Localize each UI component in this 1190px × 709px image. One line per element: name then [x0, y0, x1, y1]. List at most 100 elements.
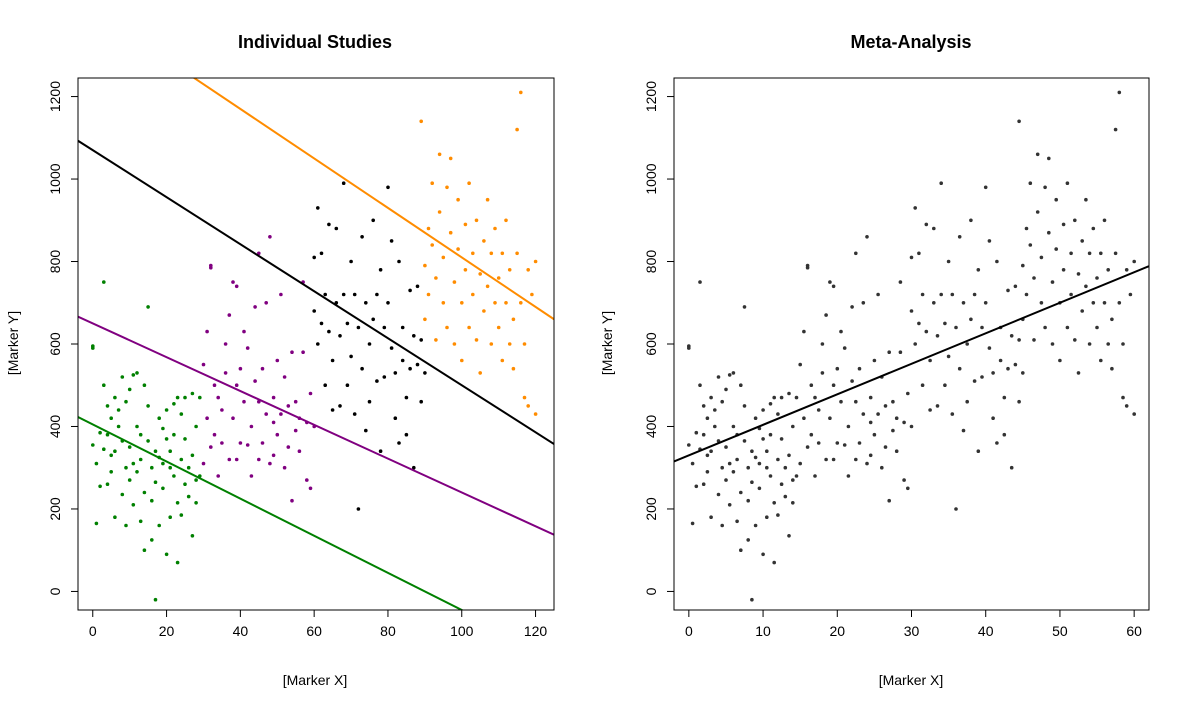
- data-point: [146, 404, 150, 408]
- regression-line: [78, 141, 554, 444]
- data-point: [1092, 301, 1096, 305]
- data-point: [353, 412, 357, 416]
- data-point: [724, 478, 728, 482]
- data-point: [858, 441, 862, 445]
- data-point: [445, 326, 449, 330]
- data-point: [342, 181, 346, 185]
- regression-line: [78, 417, 554, 656]
- data-point: [501, 252, 505, 256]
- data-point: [1010, 334, 1014, 338]
- data-point: [925, 223, 929, 227]
- data-point: [754, 416, 758, 420]
- data-point: [143, 491, 147, 495]
- data-point: [128, 478, 132, 482]
- data-point: [154, 449, 158, 453]
- data-point: [1040, 301, 1044, 305]
- data-point: [791, 425, 795, 429]
- data-point: [390, 346, 394, 350]
- data-point: [1029, 243, 1033, 247]
- data-point: [787, 534, 791, 538]
- plot-marks: [78, 0, 554, 656]
- data-point: [943, 322, 947, 326]
- data-point: [408, 367, 412, 371]
- data-point: [1110, 367, 1114, 371]
- data-point: [962, 429, 966, 433]
- data-point: [1099, 359, 1103, 363]
- data-point: [157, 416, 161, 420]
- data-point: [534, 412, 538, 416]
- data-point: [386, 301, 390, 305]
- data-point: [109, 416, 113, 420]
- data-point: [1036, 153, 1040, 157]
- data-point: [320, 322, 324, 326]
- y-tick-label: 1200: [47, 81, 63, 112]
- data-point: [873, 433, 877, 437]
- data-point: [702, 482, 706, 486]
- data-point: [526, 404, 530, 408]
- data-point: [338, 334, 342, 338]
- data-point: [143, 548, 147, 552]
- data-point: [231, 280, 235, 284]
- data-point: [467, 181, 471, 185]
- data-point: [205, 416, 209, 420]
- data-point: [1103, 219, 1107, 223]
- data-point: [239, 441, 243, 445]
- data-point: [750, 598, 754, 602]
- data-point: [515, 128, 519, 132]
- data-point: [357, 507, 361, 511]
- y-axis-label: [Marker Y]: [5, 311, 21, 375]
- data-point: [698, 383, 702, 387]
- data-point: [453, 280, 457, 284]
- data-point: [379, 268, 383, 272]
- data-point: [936, 334, 940, 338]
- data-point: [754, 456, 758, 460]
- data-point: [194, 501, 198, 505]
- data-point: [438, 153, 442, 157]
- data-point: [386, 186, 390, 190]
- data-point: [416, 285, 420, 289]
- data-point: [1080, 239, 1084, 243]
- data-point: [928, 408, 932, 412]
- data-point: [508, 268, 512, 272]
- data-point: [338, 404, 342, 408]
- data-point: [478, 371, 482, 375]
- data-point: [1051, 342, 1055, 346]
- data-point: [467, 326, 471, 330]
- data-point: [98, 485, 102, 489]
- data-point: [106, 482, 110, 486]
- data-point: [283, 375, 287, 379]
- data-point: [865, 462, 869, 466]
- data-point: [1121, 396, 1125, 400]
- x-tick-label: 30: [904, 623, 920, 639]
- axes: 0 20 40 60 80 100 120020040060080010001200: [47, 81, 547, 639]
- data-point: [984, 301, 988, 305]
- data-point: [272, 454, 276, 458]
- data-point: [758, 487, 762, 491]
- data-point: [327, 330, 331, 334]
- data-point: [294, 429, 298, 433]
- data-point: [191, 392, 195, 396]
- data-point: [412, 334, 416, 338]
- data-point: [995, 260, 999, 264]
- data-point: [530, 293, 534, 297]
- data-point: [854, 252, 858, 256]
- data-point: [1014, 363, 1018, 367]
- data-point: [423, 264, 427, 268]
- data-point: [1080, 309, 1084, 313]
- data-point: [876, 412, 880, 416]
- data-point: [183, 482, 187, 486]
- data-point: [1077, 272, 1081, 276]
- data-point: [980, 375, 984, 379]
- data-point: [371, 219, 375, 223]
- data-point: [858, 367, 862, 371]
- data-point: [887, 350, 891, 354]
- data-point: [884, 404, 888, 408]
- chart-title: Meta-Analysis: [850, 32, 971, 52]
- data-point: [910, 309, 914, 313]
- data-point: [323, 293, 327, 297]
- data-point: [135, 425, 139, 429]
- data-point: [791, 501, 795, 505]
- data-point: [1118, 91, 1122, 95]
- data-point: [776, 513, 780, 517]
- y-tick-label: 800: [643, 250, 659, 274]
